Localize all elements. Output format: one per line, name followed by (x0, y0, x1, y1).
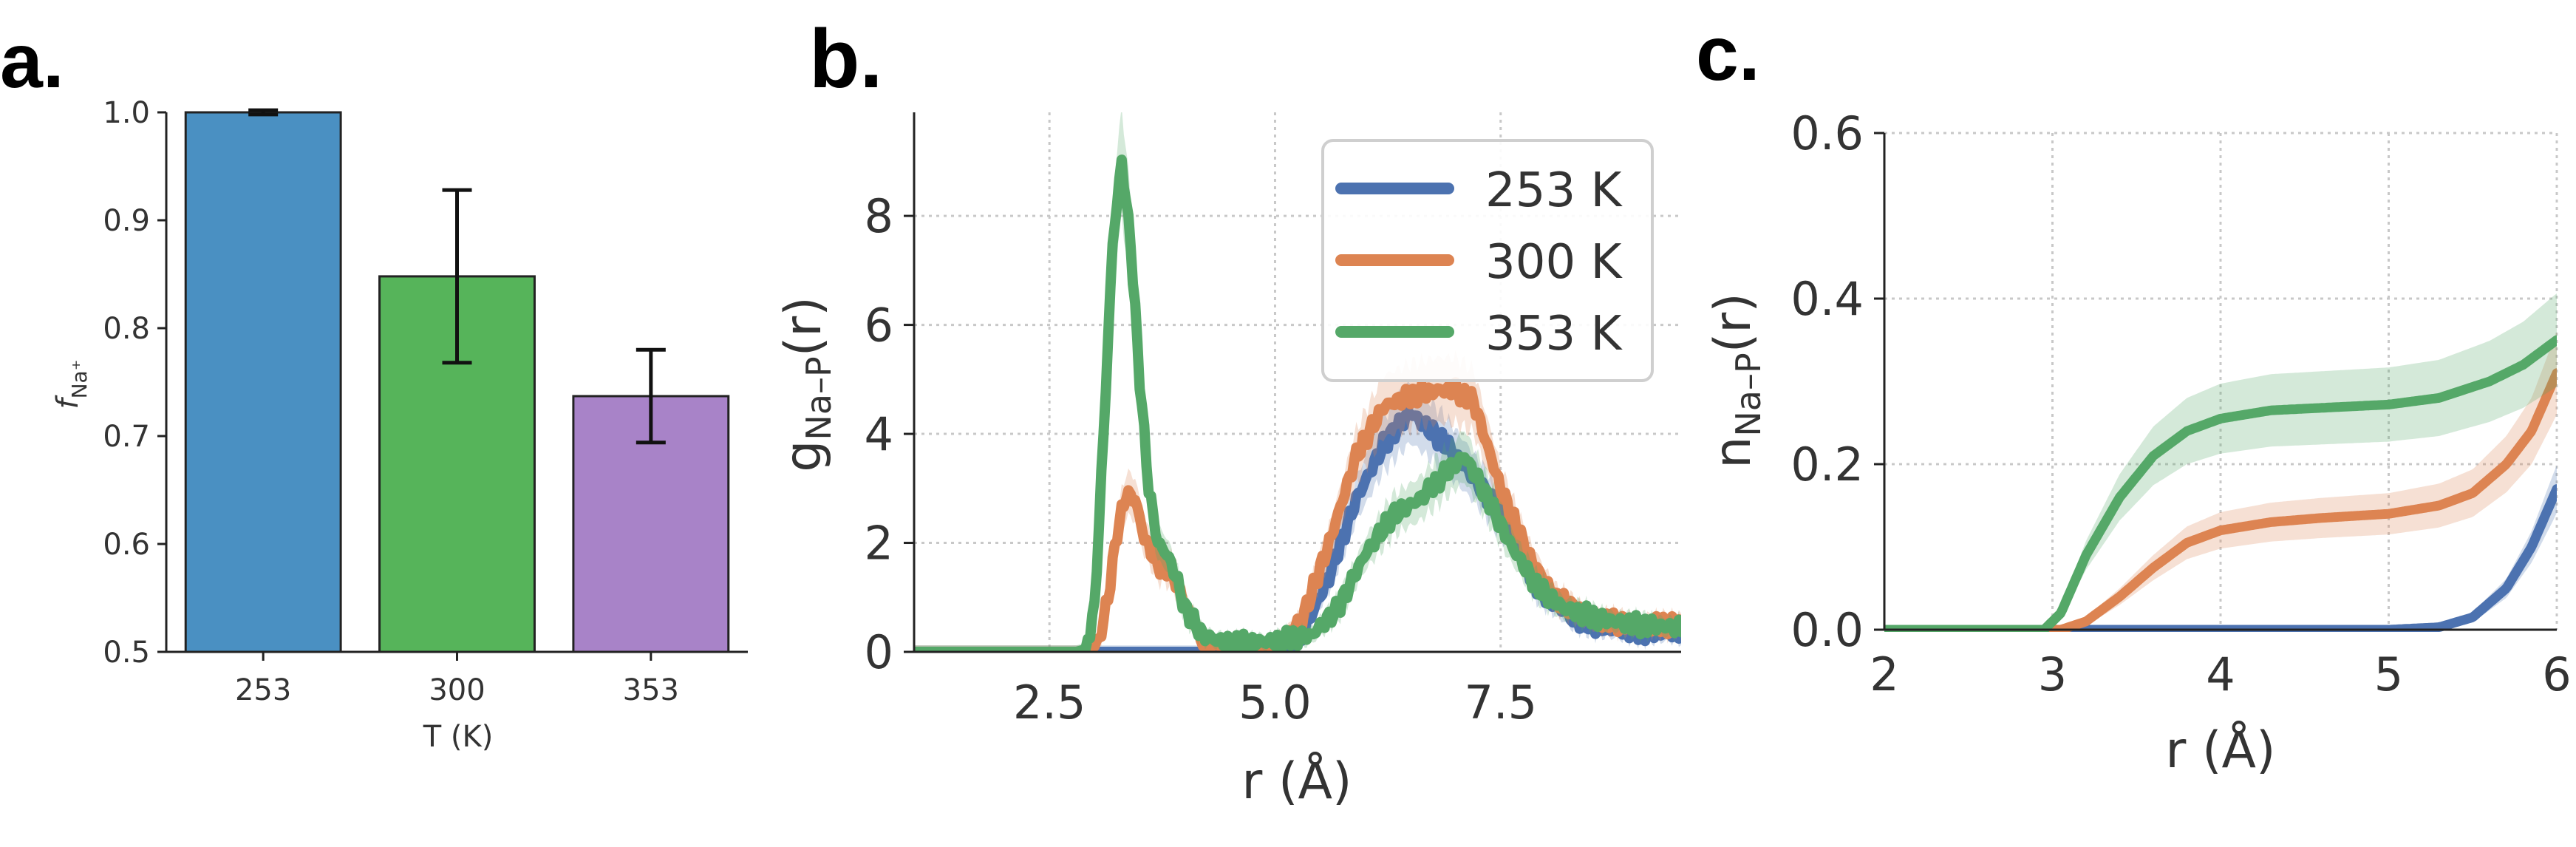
x-tick-label-2: 2 (1870, 647, 1898, 701)
y-tick-label-0: 0 (865, 625, 893, 679)
band-300-K (914, 350, 1681, 652)
y-tick-label-0.6: 0.6 (103, 528, 150, 562)
panel-a-x-label: T (K) (423, 720, 494, 754)
panel-c-y-label-tail: (r) (1704, 293, 1762, 353)
panel-b-x-ticks: 2.5 5.0 7.5 (1013, 676, 1537, 729)
y-tick-label-6: 6 (865, 299, 893, 353)
panel-a-error-bars (248, 108, 666, 445)
x-tick-label-5: 5 (2374, 647, 2403, 701)
x-tick-label-4: 4 (2206, 647, 2235, 701)
x-tick-label-5.0: 5.0 (1238, 676, 1312, 729)
panel-a: a. 0.5 0.6 0.7 0.8 0.9 1.0 253 300 353 T (K) fN… (0, 18, 748, 754)
panel-c-y-label-main: n (1704, 437, 1762, 469)
legend-box (1321, 139, 1654, 382)
panel-c-label: c. (1696, 11, 1760, 97)
panel-c-y-ticks: 0.0 0.2 0.4 0.6 (1790, 106, 1884, 657)
panel-b: b. 0 2 4 6 8 2.5 5.0 7.5 r (Å) gNa–P(r) 253 K 3… (774, 13, 1681, 811)
panel-a-x-ticks: 253 300 353 (235, 652, 679, 707)
y-tick-label-0.6: 0.6 (1790, 106, 1864, 160)
legend-label-253-K: 253 K (1485, 163, 1623, 218)
y-tick-label-2: 2 (865, 517, 893, 571)
y-tick-label-8: 8 (865, 189, 893, 243)
panel-c-x-label: r (Å) (2165, 720, 2275, 780)
y-tick-label-0.4: 0.4 (1790, 272, 1864, 326)
panel-c-y-label-sub: Na–P (1728, 353, 1768, 436)
panel-a-y-label-sub: Na⁺ (67, 360, 92, 399)
line-353-K (914, 154, 1681, 652)
y-tick-label-0.5: 0.5 (103, 636, 150, 670)
panel-b-y-ticks: 0 2 4 6 8 (865, 189, 914, 679)
y-tick-label-0.9: 0.9 (103, 204, 150, 238)
y-tick-label-0.2: 0.2 (1790, 438, 1864, 491)
x-tick-label-6: 6 (2542, 647, 2571, 701)
x-tick-label-300: 300 (429, 673, 485, 707)
panel-c-x-ticks: 2 3 4 5 6 (1870, 647, 2571, 701)
x-tick-label-2.5: 2.5 (1013, 676, 1086, 729)
y-tick-label-0.7: 0.7 (103, 420, 150, 454)
panel-a-y-label: fNa⁺ (51, 360, 92, 409)
panel-b-x-label: r (Å) (1241, 751, 1352, 811)
y-tick-label-4: 4 (865, 407, 893, 461)
panel-b-label: b. (809, 13, 883, 105)
y-tick-label-0.0: 0.0 (1790, 603, 1864, 657)
panel-c: c. 0.0 0.2 0.4 0.6 2 3 4 5 6 r (Å) nNa–P(r) (1696, 11, 2572, 780)
band-353-K (914, 112, 1681, 652)
panel-c-y-label: nNa–P(r) (1704, 293, 1768, 468)
legend-label-300-K: 300 K (1485, 235, 1623, 290)
panel-b-y-label: gNa–P(r) (774, 296, 839, 472)
y-tick-label-0.8: 0.8 (103, 312, 150, 346)
bar-253 (184, 111, 342, 653)
legend-label-353-K: 353 K (1485, 307, 1623, 361)
y-tick-label-1.0: 1.0 (103, 96, 150, 130)
x-tick-label-353: 353 (623, 673, 679, 707)
panel-b-legend: 253 K 300 K 353 K (1321, 139, 1654, 382)
x-tick-label-3: 3 (2038, 647, 2067, 701)
band-353-K (1884, 293, 2557, 630)
x-tick-label-7.5: 7.5 (1464, 676, 1537, 729)
panel-b-series (914, 112, 1681, 652)
panel-b-y-label-tail: (r) (774, 296, 833, 356)
panel-a-label: a. (0, 18, 64, 104)
x-tick-label-253: 253 (235, 673, 291, 707)
panel-a-y-ticks: 0.5 0.6 0.7 0.8 0.9 1.0 (103, 96, 166, 670)
panel-b-y-label-main: g (774, 440, 833, 472)
panel-b-y-label-sub: Na–P (799, 356, 839, 440)
